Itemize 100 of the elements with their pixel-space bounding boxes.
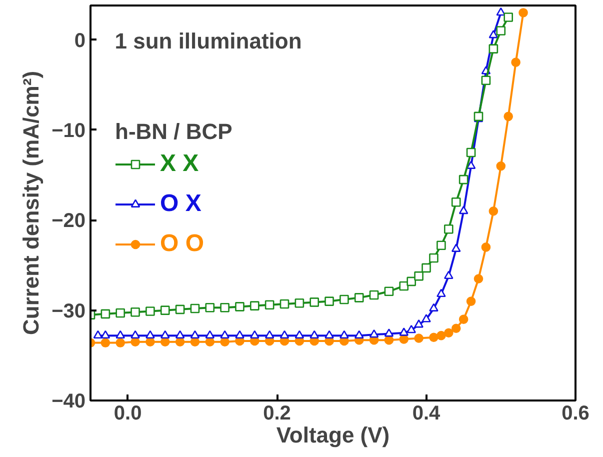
point [384,286,394,296]
legend-label: O X [160,190,202,218]
point [205,302,215,312]
point [422,263,431,273]
annotation: 1 sun illumination [114,28,302,54]
y-tick-label: −40 [52,390,86,412]
point [518,8,528,18]
x-tick-label: 0.6 [562,402,590,424]
point [310,298,319,307]
point [205,330,215,339]
legend-label: X X [160,150,199,178]
point [280,330,290,339]
point [444,270,454,280]
point [414,319,424,328]
point [160,306,170,315]
point [466,148,476,158]
point [458,174,468,184]
y-axis-title: Current density (mA/cm²) [18,70,44,336]
point [235,330,244,339]
point [466,160,476,169]
point [93,330,103,339]
point [481,76,491,85]
point [444,328,454,338]
point [235,302,244,312]
point [116,308,125,318]
point [458,314,468,324]
point [414,334,424,343]
point [451,324,461,333]
point [100,330,110,339]
point [488,206,498,216]
y-tick-label: −10 [52,120,86,142]
point [414,271,424,281]
point [324,330,334,339]
point [466,296,476,306]
point [220,302,230,312]
point [175,304,185,314]
point [294,330,304,339]
point [146,306,155,316]
point [406,324,416,334]
point [496,161,506,171]
point [458,206,468,214]
point [481,242,491,252]
point [399,281,409,291]
point [160,337,170,347]
point [436,330,446,340]
point [504,12,513,22]
point [384,328,394,337]
x-tick-label: 0.0 [114,402,142,424]
y-tick-label: 0 [74,30,86,52]
point [175,330,185,339]
point [451,197,461,207]
x-axis-title: Voltage (V) [276,422,390,448]
point [369,329,379,338]
y-tick-label: −20 [52,210,86,232]
point [474,274,484,284]
point [294,298,304,308]
point [146,330,155,339]
point [496,26,506,36]
x-tick-label: 0.4 [412,402,442,424]
point [451,244,461,252]
point [310,330,319,339]
point [384,335,394,345]
point [422,314,431,322]
point [175,337,185,347]
point [100,338,110,348]
point [340,330,349,339]
point [429,332,438,342]
point [280,299,290,309]
point [429,303,438,312]
point [146,337,155,347]
legend-label: O O [160,230,204,258]
point [488,30,498,38]
point [354,293,364,302]
point [190,337,200,347]
point [436,240,446,250]
point [511,58,520,67]
point [399,328,409,336]
point [130,330,140,339]
point [264,300,274,310]
point [190,304,200,314]
point [488,44,498,54]
point [160,330,170,339]
point [369,290,379,300]
point [250,330,260,339]
point [444,224,454,234]
legend-title: h-BN / BCP [115,119,232,145]
point [130,307,140,317]
point [130,337,140,347]
point [116,330,125,339]
point [100,309,110,319]
point [190,330,200,339]
point [205,337,215,347]
point [220,337,230,347]
point [340,294,349,304]
point [116,338,125,348]
x-tick-label: 0.2 [263,402,291,424]
point [354,330,364,339]
point [220,330,230,339]
point [429,253,438,263]
point [436,288,446,298]
